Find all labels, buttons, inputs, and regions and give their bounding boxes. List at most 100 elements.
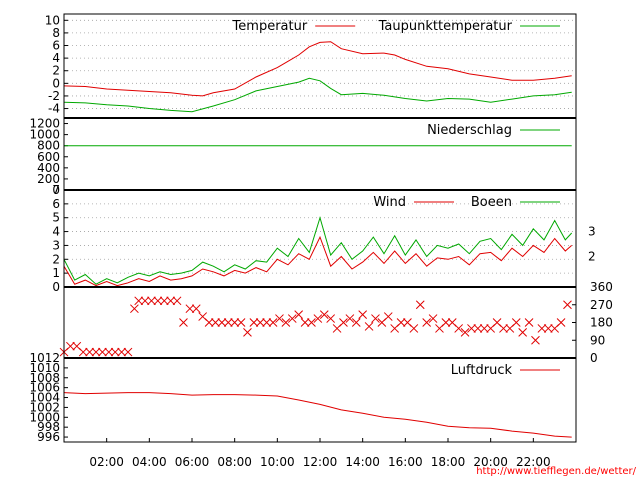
y-tick-label: 998	[37, 420, 60, 434]
wind-direction-point	[339, 318, 348, 327]
wind-direction-point	[479, 324, 489, 333]
wind-direction-point	[556, 318, 566, 327]
wind-direction-point	[563, 300, 572, 310]
wind-direction-point	[179, 318, 188, 327]
y-tick-label: 7	[52, 183, 60, 197]
wind-bft-label: 2	[588, 250, 596, 264]
y-tick-label: 800	[37, 139, 60, 153]
wind-direction-point	[383, 312, 393, 321]
legend-label-wind: Wind	[373, 195, 406, 210]
y-tick-label: -4	[48, 102, 60, 116]
footer-url[interactable]: http://www.tiefflegen.de/wetter/	[476, 466, 636, 477]
wind-direction-point	[78, 347, 88, 357]
y-tick-label: 1002	[29, 400, 60, 414]
wind-direction-point	[319, 310, 329, 319]
wind-direction-point	[287, 314, 297, 323]
legend-label-taupunkttemperatur: Taupunkttemperatur	[378, 19, 513, 34]
wind-direction-point	[454, 324, 464, 333]
wind-direction-point	[531, 335, 540, 345]
wind-direction-point	[191, 304, 201, 314]
x-tick-label: 04:00	[132, 455, 167, 469]
y-tick-label: 1006	[29, 381, 60, 395]
y-tick-label: 0	[52, 280, 60, 294]
y-tick-label: 4	[52, 51, 60, 65]
legend-label-boeen: Boeen	[471, 195, 512, 210]
x-tick-label: 18:00	[431, 455, 466, 469]
wind-direction-point	[300, 318, 310, 327]
wind-direction-point	[211, 318, 220, 327]
y-tick-label: 6	[52, 197, 60, 211]
y-tick-label: 6	[52, 39, 60, 53]
wind-direction-point	[117, 347, 126, 357]
y-tick-label: 5	[52, 211, 60, 225]
y-tick-label: 1010	[29, 361, 60, 375]
x-tick-label: 10:00	[260, 455, 295, 469]
y-tick-label-right: 270	[590, 298, 613, 312]
y-tick-label: 2	[52, 64, 60, 78]
wind-direction-point	[428, 314, 438, 323]
wind-direction-point	[281, 318, 291, 327]
panel-frame	[63, 286, 577, 359]
legend-label-niederschlag: Niederschlag	[427, 123, 512, 138]
wind-direction-point	[345, 314, 355, 323]
wind-direction-point	[307, 318, 316, 327]
x-tick-label: 20:00	[473, 455, 508, 469]
wind-direction-point	[98, 347, 107, 357]
x-tick-label: 16:00	[388, 455, 423, 469]
legend-label-temperatur: Temperatur	[232, 19, 308, 34]
wind-direction-point	[185, 304, 195, 314]
x-tick-label: 14:00	[345, 455, 380, 469]
wind-direction-point	[467, 324, 476, 333]
wind-direction-point	[415, 300, 425, 310]
y-tick-label: 1008	[29, 371, 60, 385]
wind-direction-point	[268, 318, 278, 327]
y-tick-label: 1004	[29, 391, 60, 405]
wind-direction-point	[326, 314, 336, 323]
x-tick-label: 08:00	[217, 455, 252, 469]
wind-direction-point	[91, 347, 101, 357]
wind-direction-point	[364, 322, 374, 331]
y-tick-label: 200	[37, 172, 60, 186]
wind-direction-point	[217, 318, 227, 327]
wind-direction-point	[537, 324, 547, 333]
y-tick-label: 3	[52, 238, 60, 252]
y-tick-label: 1012	[29, 351, 60, 365]
series-line-luftdruck	[63, 392, 572, 438]
y-tick-label-right: 180	[590, 316, 613, 330]
wind-direction-point	[230, 318, 240, 327]
y-tick-label: 8	[52, 26, 60, 40]
wind-direction-point	[422, 318, 432, 327]
y-tick-label: -2	[48, 89, 60, 103]
y-tick-label: 400	[37, 161, 60, 175]
wind-direction-point	[104, 347, 114, 357]
wind-direction-point	[511, 318, 521, 327]
wind-direction-point	[243, 328, 252, 337]
y-tick-label-right: 90	[590, 333, 605, 347]
wind-direction-point	[66, 341, 75, 351]
wind-direction-point	[499, 324, 508, 333]
wind-direction-point	[441, 318, 451, 327]
wind-direction-point	[223, 318, 233, 327]
y-tick-label: 0	[52, 183, 60, 197]
wind-direction-point	[147, 296, 156, 306]
y-tick-label: 4	[52, 225, 60, 239]
wind-direction-point	[524, 318, 534, 327]
wind-direction-point	[172, 296, 182, 306]
y-tick-label: 0	[52, 76, 60, 90]
wind-direction-point	[313, 314, 323, 323]
wind-direction-point	[130, 304, 139, 314]
y-tick-label-right: 0	[590, 351, 598, 365]
wind-direction-point	[140, 296, 150, 306]
wind-direction-point	[518, 328, 528, 337]
wind-direction-point	[249, 318, 259, 327]
legend-label-luftdruck: Luftdruck	[451, 363, 513, 378]
wind-direction-point	[460, 328, 470, 337]
x-tick-label: 06:00	[175, 455, 210, 469]
wind-direction-point	[153, 296, 163, 306]
wind-direction-point	[255, 318, 265, 327]
wind-direction-point	[110, 347, 120, 357]
wind-direction-point	[262, 318, 272, 327]
wind-direction-point	[473, 324, 483, 333]
